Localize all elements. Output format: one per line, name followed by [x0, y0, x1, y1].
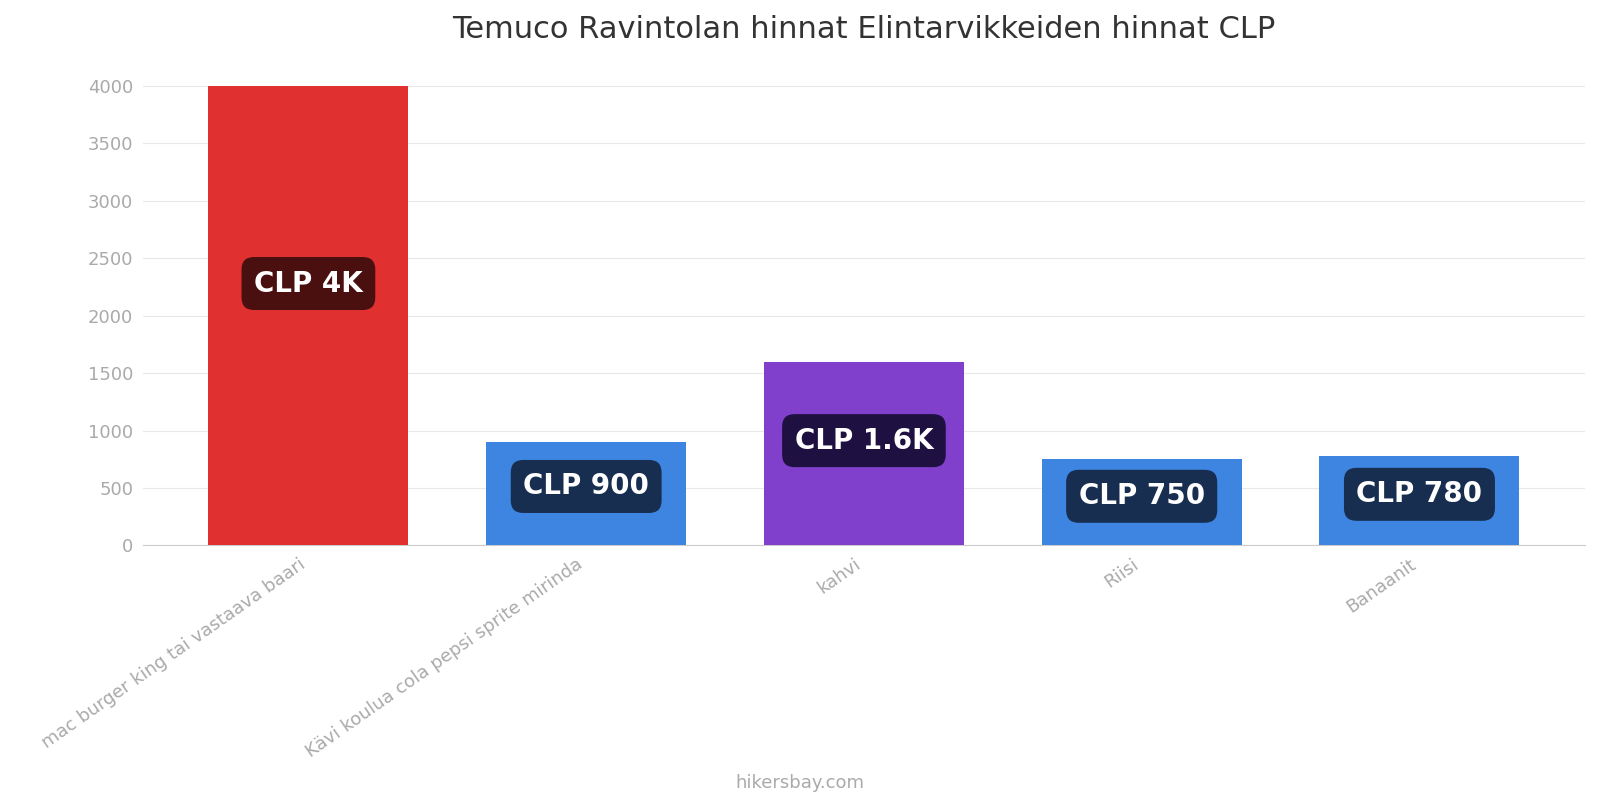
Text: CLP 900: CLP 900: [523, 473, 650, 501]
Bar: [208, 86, 408, 546]
Bar: [1042, 459, 1242, 546]
Bar: [763, 362, 963, 546]
Text: CLP 4K: CLP 4K: [254, 270, 363, 298]
Text: CLP 750: CLP 750: [1078, 482, 1205, 510]
Text: CLP 1.6K: CLP 1.6K: [795, 426, 933, 454]
Bar: [1320, 456, 1520, 546]
Title: Temuco Ravintolan hinnat Elintarvikkeiden hinnat CLP: Temuco Ravintolan hinnat Elintarvikkeide…: [453, 15, 1275, 44]
Text: hikersbay.com: hikersbay.com: [736, 774, 864, 792]
Bar: [486, 442, 686, 546]
Text: CLP 780: CLP 780: [1357, 480, 1483, 508]
